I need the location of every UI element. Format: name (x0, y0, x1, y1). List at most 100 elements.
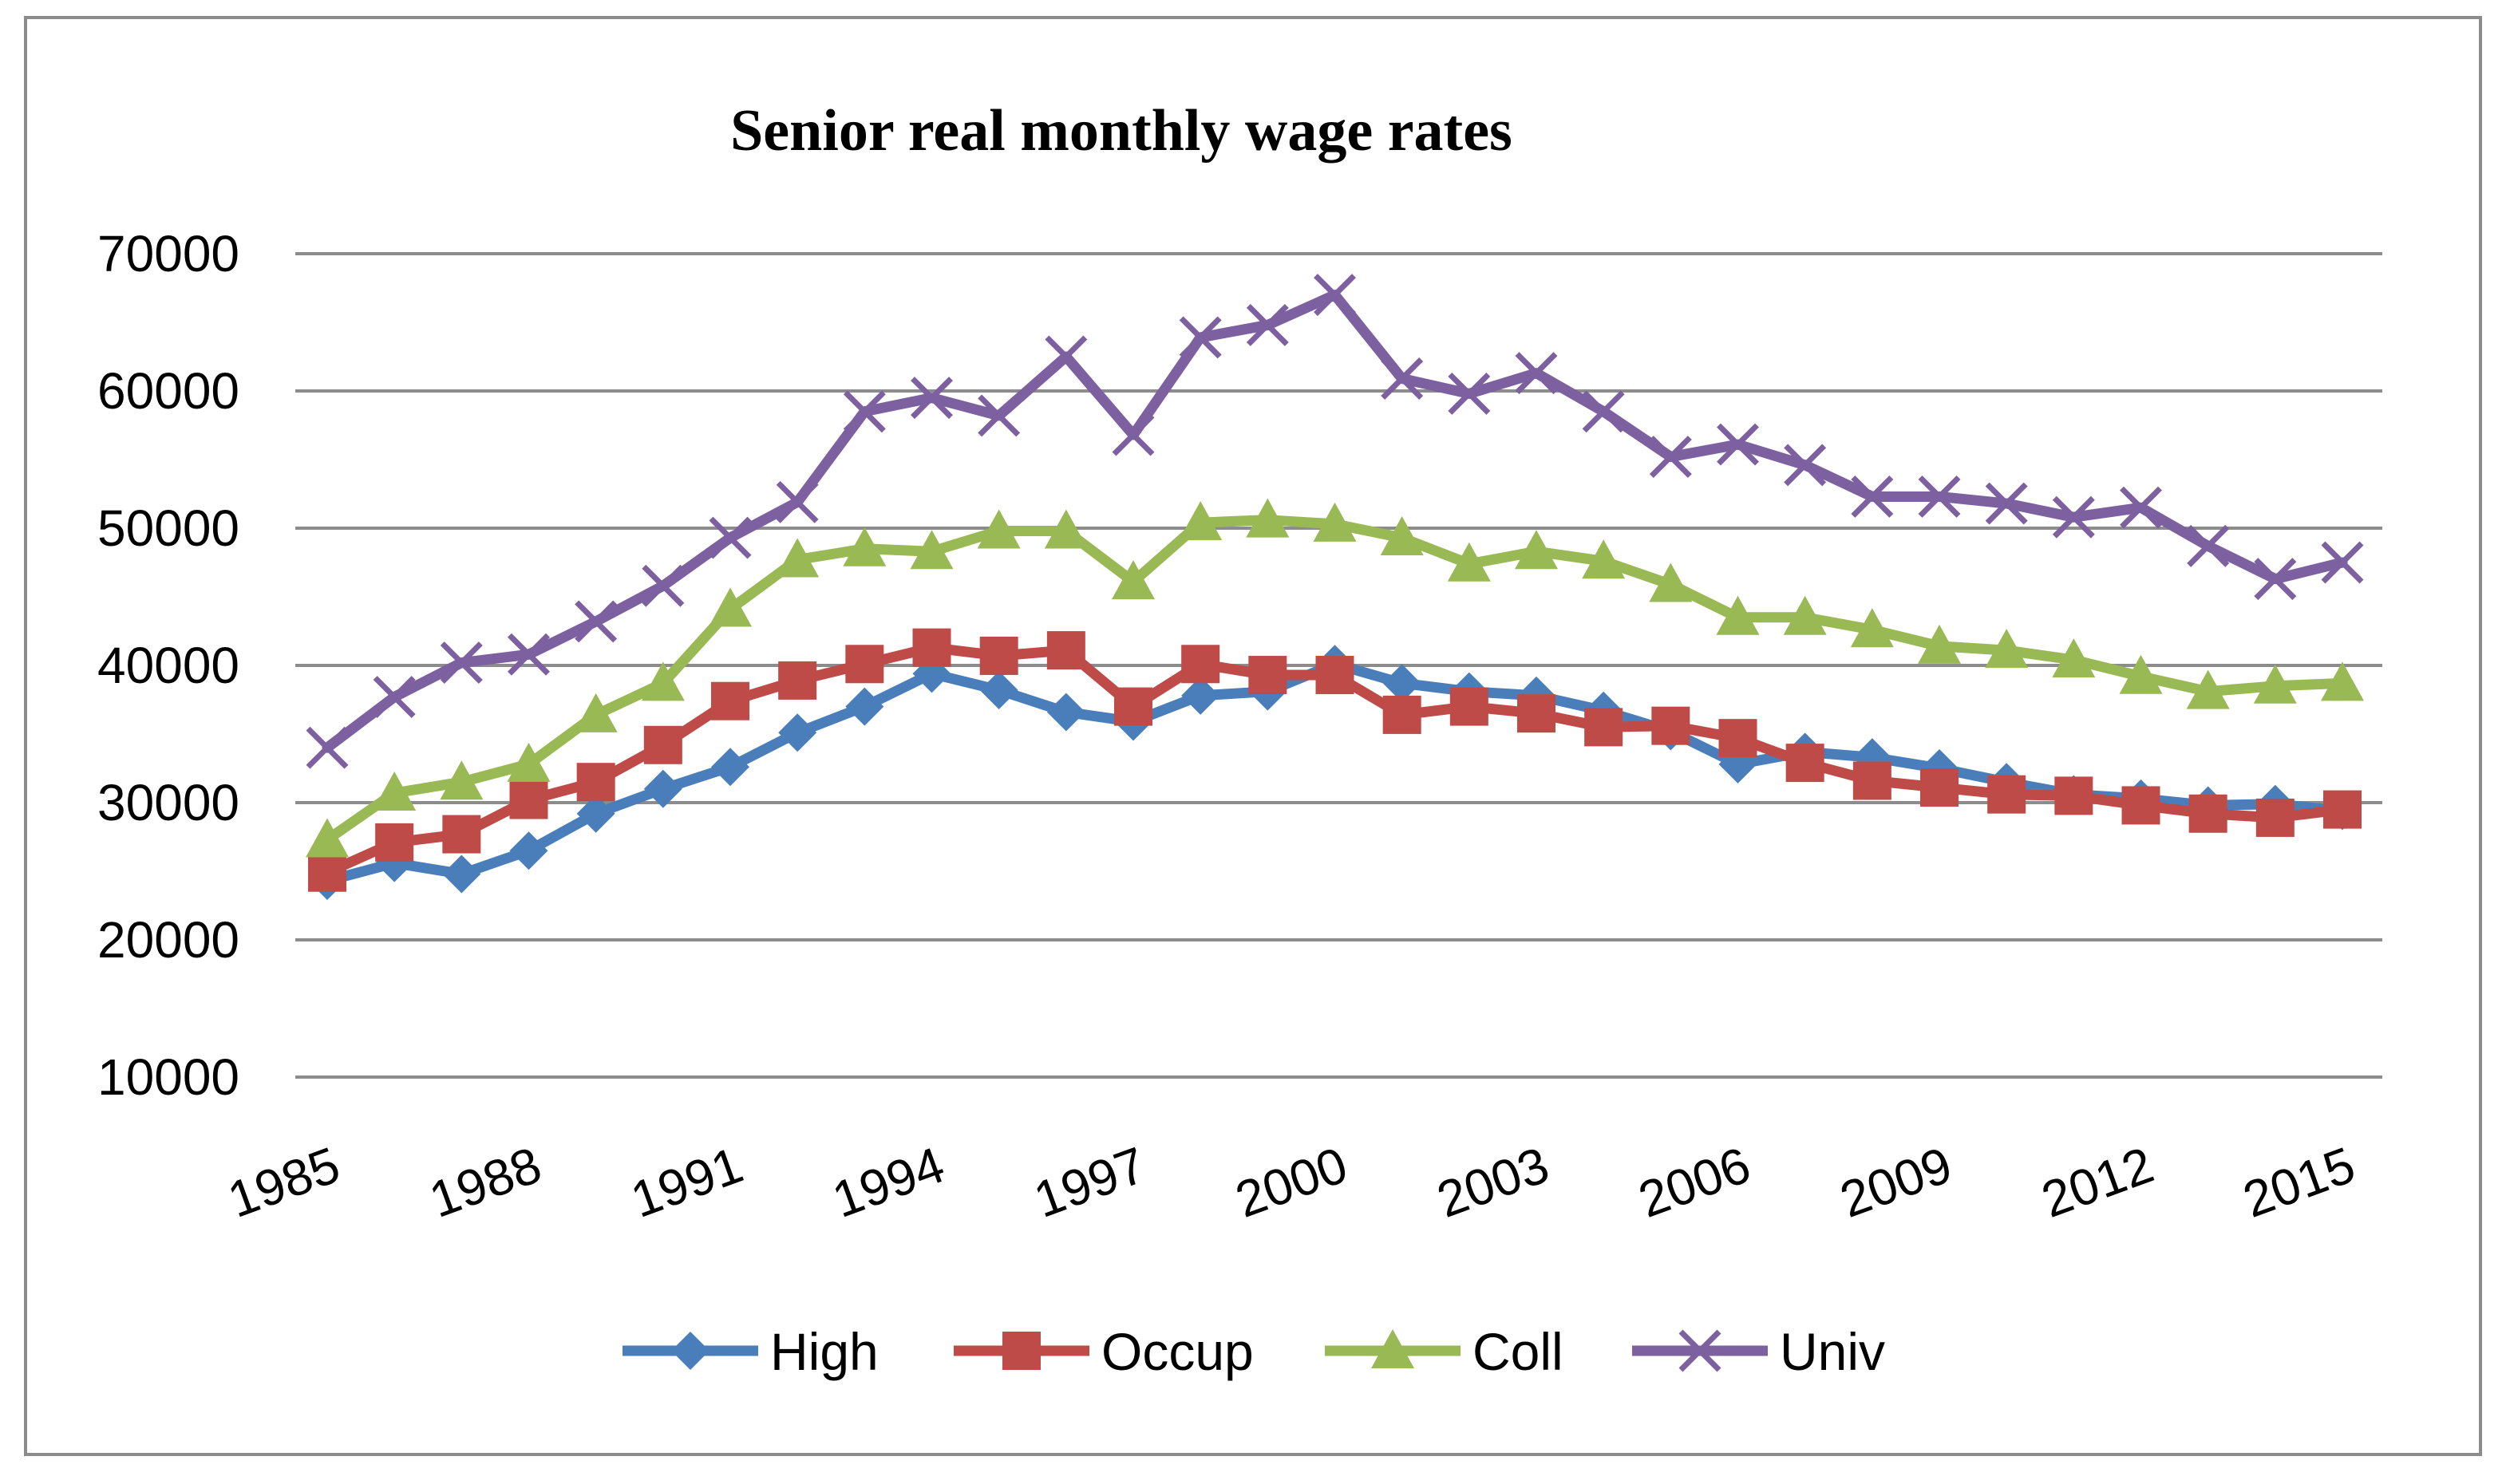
data-point-univ (1381, 357, 1424, 400)
data-point-univ (306, 726, 349, 769)
data-point-univ (2052, 495, 2095, 539)
data-point-univ (911, 377, 953, 420)
x-tick-label: 1985 (220, 1135, 346, 1228)
legend-marker-occup (1002, 1332, 1041, 1370)
data-point-coll (1246, 498, 1290, 538)
data-point-coll (2052, 638, 2096, 678)
data-point-coll (1447, 542, 1491, 582)
data-point-occup (1449, 687, 1488, 726)
data-point-univ (1717, 423, 1759, 466)
data-point-univ (776, 480, 819, 523)
data-point-high (509, 831, 548, 870)
legend-marker-univ (1678, 1329, 1721, 1372)
data-point-univ (1246, 303, 1289, 346)
data-point-occup (1517, 694, 1555, 733)
data-point-coll (2253, 664, 2297, 704)
data-point-coll (1850, 608, 1894, 648)
x-tick-label: 2012 (2034, 1135, 2160, 1228)
data-point-occup (2188, 794, 2227, 833)
chart-title: Senior real monthly wage rates (730, 98, 1512, 164)
data-point-occup (442, 815, 481, 854)
data-point-univ (1649, 436, 1692, 479)
data-point-occup (1046, 631, 1085, 670)
y-tick-label: 10000 (97, 1048, 239, 1106)
data-point-univ (843, 390, 886, 433)
data-point-coll (1985, 629, 2029, 669)
data-point-univ (373, 676, 416, 719)
data-point-coll (440, 760, 484, 800)
series-coll (306, 498, 2364, 858)
data-point-high (1382, 664, 1421, 703)
data-point-occup (1181, 645, 1220, 684)
data-point-occup (778, 661, 817, 700)
data-point-coll (1918, 624, 1961, 664)
data-point-coll (910, 530, 954, 570)
data-point-occup (845, 645, 884, 684)
data-point-univ (1515, 352, 1558, 395)
data-point-occup (1651, 706, 1690, 745)
data-point-univ (1448, 372, 1491, 415)
legend-label-occup: Occup (1101, 1322, 1254, 1381)
data-point-coll (2119, 654, 2163, 694)
legend-item-high: High (623, 1322, 879, 1381)
data-point-high (1046, 693, 1085, 732)
y-tick-label: 60000 (97, 362, 239, 420)
data-point-univ (2120, 486, 2162, 529)
data-point-coll (709, 587, 752, 627)
data-point-coll (2186, 669, 2230, 709)
data-point-occup (912, 628, 951, 667)
x-tick-label: 2000 (1228, 1135, 1354, 1228)
data-point-high (576, 794, 615, 833)
data-point-coll (1582, 539, 1626, 579)
data-point-occup (643, 725, 682, 764)
y-tick-label: 40000 (97, 637, 239, 694)
data-point-occup (2255, 798, 2295, 837)
x-tick-label: 2003 (1429, 1135, 1555, 1228)
legend-label-high: High (770, 1322, 879, 1381)
data-point-univ (978, 394, 1021, 437)
data-point-univ (1112, 413, 1155, 456)
data-point-occup (2054, 776, 2093, 815)
data-point-occup (2121, 786, 2160, 825)
data-point-occup (711, 681, 749, 720)
data-point-coll (1313, 502, 1357, 542)
data-point-univ (1045, 335, 1088, 378)
data-point-occup (509, 780, 548, 819)
x-axis-ticks: 1985 1988 1991 1994 1997 2000 2003 2006 2009 2012… (220, 1135, 2362, 1228)
x-tick-label: 2009 (1832, 1135, 1959, 1228)
data-point-coll (306, 818, 349, 858)
data-point-occup (576, 763, 615, 802)
data-point-coll (574, 693, 618, 732)
data-point-high (643, 769, 682, 808)
legend-item-coll: Coll (1325, 1322, 1563, 1381)
data-point-univ (1784, 444, 1827, 487)
data-point-occup (1785, 744, 1824, 783)
data-point-high (442, 854, 481, 894)
y-axis-ticks: 10000 20000 30000 40000 50000 60000 70000 (97, 225, 239, 1106)
legend-item-univ: Univ (1632, 1322, 1885, 1381)
data-point-occup (375, 823, 414, 862)
data-point-high (845, 687, 884, 726)
data-point-occup (2323, 790, 2362, 829)
y-tick-label: 20000 (97, 911, 239, 969)
legend-marker-coll (1371, 1329, 1414, 1368)
data-point-univ (1851, 475, 1894, 518)
data-point-coll (1380, 516, 1424, 556)
data-point-coll (1179, 501, 1223, 541)
data-point-univ (575, 600, 618, 643)
data-point-univ (1314, 274, 1356, 317)
legend-marker-high (671, 1332, 710, 1370)
data-point-coll (1515, 530, 1558, 570)
data-point-occup (308, 853, 346, 892)
data-point-univ (709, 516, 752, 559)
x-tick-label: 2015 (2235, 1135, 2362, 1228)
legend: High Occup Coll Univ (623, 1322, 1885, 1381)
data-point-occup (1920, 768, 1959, 807)
data-point-occup (1852, 761, 1891, 800)
legend-label-coll: Coll (1472, 1322, 1563, 1381)
data-point-occup (1315, 656, 1354, 695)
x-tick-label: 1988 (422, 1135, 548, 1228)
y-tick-label: 70000 (97, 225, 239, 282)
legend-label-univ: Univ (1780, 1322, 1885, 1381)
